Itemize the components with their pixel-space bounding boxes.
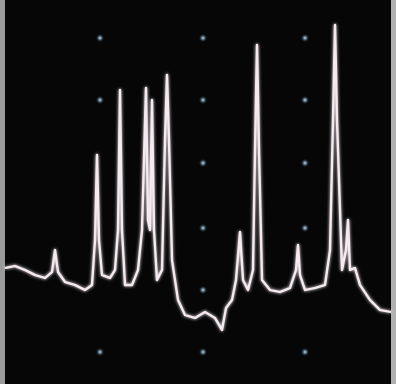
dot xyxy=(199,96,207,104)
dot xyxy=(301,348,309,356)
dot xyxy=(96,34,104,42)
dot xyxy=(301,224,309,232)
dot xyxy=(301,159,309,167)
dot xyxy=(199,159,207,167)
dot xyxy=(199,34,207,42)
dot xyxy=(96,348,104,356)
dot xyxy=(199,224,207,232)
dot xyxy=(199,286,207,294)
page: {} xyxy=(0,0,396,384)
right-edge xyxy=(391,0,396,384)
dot xyxy=(301,96,309,104)
left-edge xyxy=(0,0,5,384)
dot xyxy=(96,96,104,104)
dot xyxy=(301,34,309,42)
screen-photo xyxy=(0,0,396,384)
dot xyxy=(199,348,207,356)
